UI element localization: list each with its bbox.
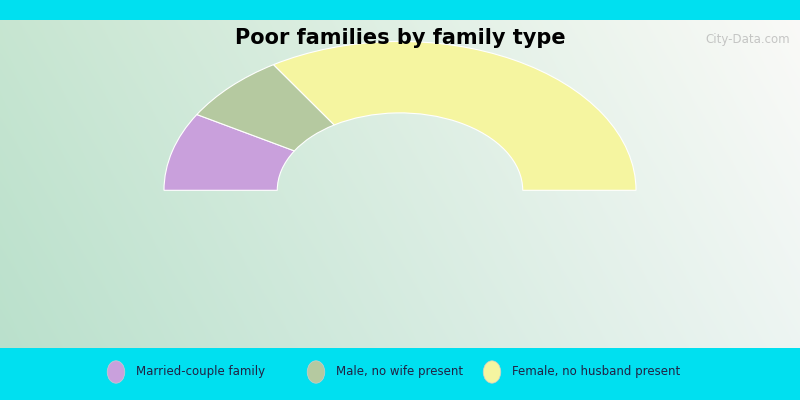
Text: Female, no husband present: Female, no husband present xyxy=(512,366,680,378)
Text: Poor families by family type: Poor families by family type xyxy=(234,28,566,48)
Wedge shape xyxy=(197,65,334,151)
Ellipse shape xyxy=(307,361,325,383)
Ellipse shape xyxy=(107,361,125,383)
Text: City-Data.com: City-Data.com xyxy=(706,33,790,46)
Wedge shape xyxy=(274,42,636,190)
Text: Male, no wife present: Male, no wife present xyxy=(336,366,463,378)
Wedge shape xyxy=(164,114,294,190)
Ellipse shape xyxy=(483,361,501,383)
Text: Married-couple family: Married-couple family xyxy=(136,366,265,378)
